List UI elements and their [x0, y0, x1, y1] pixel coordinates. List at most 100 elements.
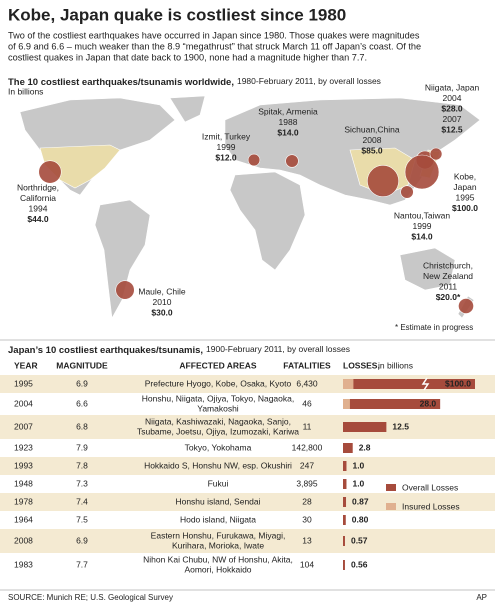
- place-label: Kobe,: [454, 171, 476, 181]
- row-band: [0, 493, 495, 511]
- areas-cell: Tsubame, Joetsu, Ojiya, Izumozaki, Kariw…: [137, 426, 299, 436]
- africa: [229, 171, 306, 271]
- loss-value: 28.0: [420, 398, 437, 408]
- year-label: 1999: [413, 221, 432, 231]
- areas-cell: Niigata, Kashiwazaki, Nagaoka, Sanjo,: [145, 416, 291, 426]
- place-label: Christchurch,: [423, 260, 473, 270]
- loss-label: $14.0: [277, 127, 299, 137]
- greenland: [169, 95, 206, 123]
- magnitude-cell: 7.3: [76, 478, 88, 488]
- fatalities-cell: 30: [302, 514, 312, 524]
- title: Kobe, Japan quake is costliest since 198…: [8, 5, 346, 24]
- place-label: New Zealand: [423, 271, 473, 281]
- fatalities-cell: 13: [302, 535, 312, 545]
- year-cell: 1995: [14, 378, 33, 388]
- column-header: AFFECTED AREAS: [179, 360, 256, 370]
- year-cell: 2007: [14, 421, 33, 431]
- loss-bubble: [38, 160, 62, 184]
- fatalities-cell: 6,430: [296, 378, 318, 388]
- areas-cell: Hokkaido S, Honshu NW, esp. Okushiri: [144, 460, 292, 470]
- legend-swatch: [386, 484, 396, 491]
- row-band: [0, 457, 495, 475]
- loss-label: $12.5: [441, 124, 463, 134]
- fatalities-cell: 3,895: [296, 478, 318, 488]
- loss-bubble: [115, 280, 135, 300]
- year-cell: 1923: [14, 442, 33, 452]
- loss-bubble: [285, 154, 299, 168]
- magnitude-cell: 7.4: [76, 496, 88, 506]
- loss-value: 1.0: [352, 460, 364, 470]
- loss-label: $100.0: [452, 203, 478, 213]
- overall-loss-bar: [343, 399, 441, 409]
- year-label: 2010: [153, 297, 172, 307]
- magnitude-cell: 6.9: [76, 378, 88, 388]
- areas-cell: Hodo island, Niigata: [180, 514, 256, 524]
- fatalities-cell: 142,800: [292, 442, 323, 452]
- magnitude-cell: 7.7: [76, 559, 88, 569]
- areas-cell: Eastern Honshu, Furukawa, Miyagi,: [151, 530, 286, 540]
- loss-bubble: [367, 165, 399, 197]
- overall-loss-bar: [343, 461, 347, 471]
- overall-loss-bar: [343, 443, 353, 453]
- overall-loss-bar: [343, 515, 346, 525]
- magnitude-cell: 7.5: [76, 514, 88, 524]
- place-label: Japan: [453, 182, 476, 192]
- table-subtitle: Japan’s 10 costliest earthquakes/tsunami…: [8, 344, 350, 355]
- credit: AP: [476, 593, 487, 602]
- losses-unit: in billions: [378, 360, 413, 370]
- row-band: [0, 529, 495, 553]
- loss-label: $44.0: [27, 214, 49, 224]
- loss-bubble: [247, 153, 261, 167]
- areas-cell: Fukui: [208, 478, 229, 488]
- loss-value: 12.5: [392, 421, 409, 431]
- australia: [399, 247, 456, 291]
- loss-label: $20.0*: [436, 292, 461, 302]
- south-america: [94, 199, 151, 319]
- loss-bubble: [429, 147, 443, 161]
- year-cell: 2004: [14, 398, 33, 408]
- legend-swatch: [386, 503, 396, 510]
- loss-value: 0.57: [351, 535, 368, 545]
- year-cell: 1948: [14, 478, 33, 488]
- place-label: Northridge,: [17, 182, 59, 192]
- source: SOURCE: Munich RE; U.S. Geological Surve…: [8, 593, 173, 602]
- year-cell: 1993: [14, 460, 33, 470]
- overall-loss-bar: [343, 422, 387, 432]
- areas-cell: Nihon Kai Chubu, NW of Honshu, Akita,: [143, 554, 293, 564]
- areas-cell: Tokyo, Yokohama: [185, 442, 252, 452]
- column-header: YEAR: [14, 360, 38, 370]
- loss-value: 1.0: [352, 478, 364, 488]
- loss-value: 0.87: [352, 496, 369, 506]
- year-label: 1988: [279, 117, 298, 127]
- loss-value: 0.80: [352, 514, 369, 524]
- year-label: 2011: [439, 281, 458, 291]
- loss-value: 0.56: [351, 559, 368, 569]
- year-cell: 1978: [14, 496, 33, 506]
- note: * Estimate in progress: [395, 323, 473, 332]
- areas-cell: Honshu island, Sendai: [175, 496, 260, 506]
- fatalities-cell: 247: [300, 460, 314, 470]
- magnitude-cell: 6.6: [76, 398, 88, 408]
- loss-label: $30.0: [151, 307, 173, 317]
- overall-loss-bar: [343, 497, 347, 507]
- place-label: Niigata, Japan: [425, 82, 480, 92]
- loss-value: $100.0: [445, 378, 471, 388]
- overall-loss-bar: [343, 536, 345, 546]
- row-band: [0, 415, 495, 439]
- column-header: FATALITIES: [283, 360, 331, 370]
- loss-label: $12.0: [215, 152, 237, 162]
- year-label: 2008: [363, 135, 382, 145]
- subtitle-rest: 1900-February 2011, by overall losses: [206, 344, 350, 354]
- year-cell: 1983: [14, 559, 33, 569]
- year-cell: 1964: [14, 514, 33, 524]
- intro-line: Two of the costliest earthquakes have oc…: [8, 30, 420, 40]
- magnitude-cell: 6.9: [76, 535, 88, 545]
- year-label: 2004: [443, 93, 462, 103]
- loss-bubble: [458, 298, 474, 314]
- loss-value: 2.8: [359, 442, 371, 452]
- place-label: Sichuan,China: [344, 124, 400, 134]
- loss-label: $14.0: [411, 231, 433, 241]
- axis-break: [421, 377, 430, 391]
- insured-loss-bar: [343, 399, 350, 409]
